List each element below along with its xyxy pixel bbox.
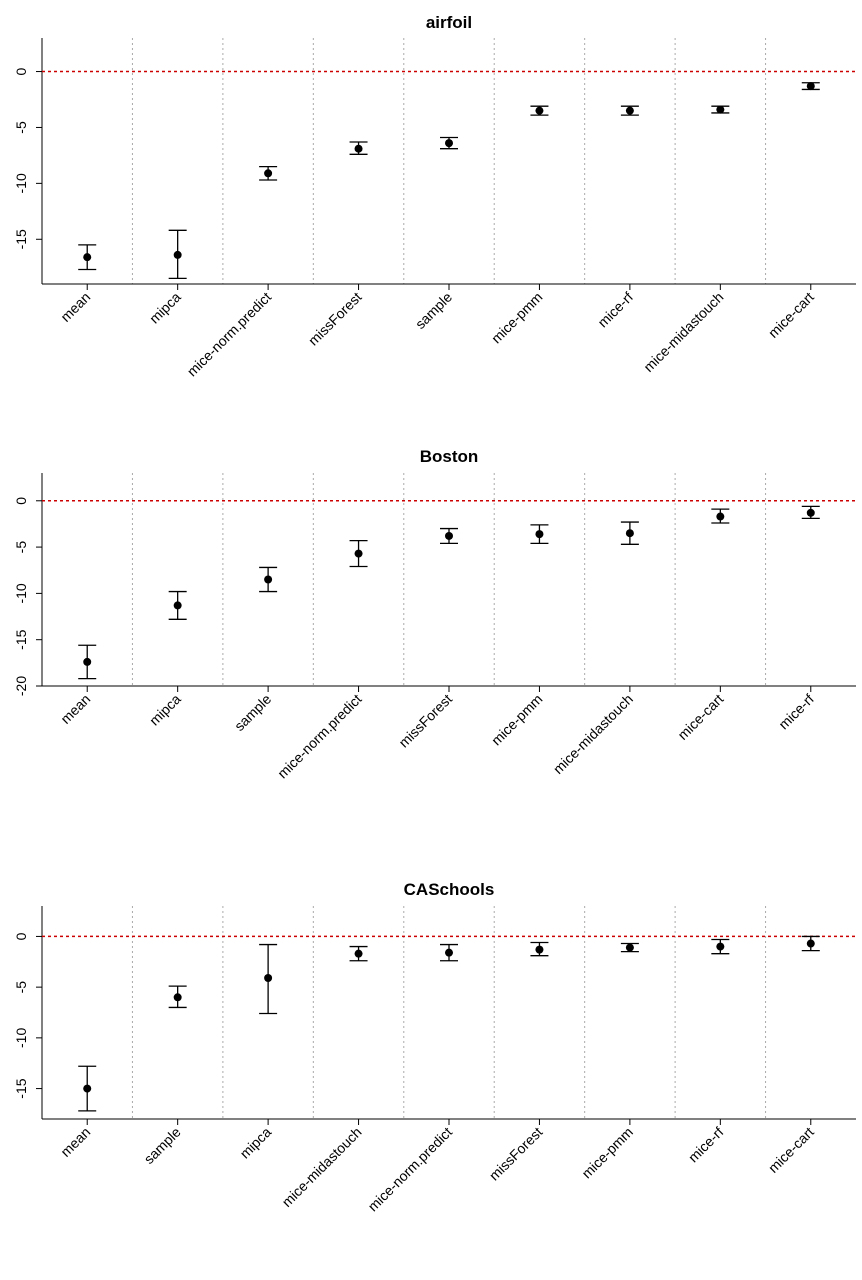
- y-tick-label: -10: [13, 173, 29, 193]
- data-point: [354, 549, 363, 558]
- data-point: [83, 657, 92, 666]
- y-tick-label: 0: [13, 67, 29, 75]
- data-point: [716, 942, 725, 951]
- data-point: [535, 530, 544, 539]
- data-point: [806, 82, 815, 91]
- data-point: [173, 993, 182, 1002]
- y-tick-label: 0: [13, 497, 29, 505]
- data-point: [535, 945, 544, 954]
- chart-title: airfoil: [426, 13, 472, 32]
- data-point: [806, 508, 815, 517]
- x-tick-label: missForest: [395, 691, 455, 751]
- y-tick-label: -15: [13, 229, 29, 249]
- y-tick-label: -10: [13, 1028, 29, 1048]
- x-tick-label: mice-rf: [775, 691, 817, 733]
- x-tick-label: missForest: [305, 289, 365, 349]
- x-tick-label: sample: [231, 691, 274, 734]
- x-tick-label: mice-pmm: [488, 691, 546, 749]
- data-point: [264, 974, 273, 983]
- data-point: [716, 105, 725, 114]
- x-tick-label: mipca: [146, 691, 184, 729]
- data-point: [625, 529, 634, 538]
- data-point: [354, 144, 363, 153]
- x-tick-label: mice-cart: [674, 691, 726, 743]
- data-point: [83, 1084, 92, 1093]
- x-tick-label: mice-pmm: [578, 1124, 636, 1182]
- data-point: [806, 939, 815, 948]
- x-tick-label: mice-rf: [594, 289, 636, 331]
- x-tick-label: mice-midastouch: [640, 289, 726, 375]
- x-tick-label: mice-cart: [765, 1124, 817, 1176]
- x-tick-label: mean: [57, 289, 93, 325]
- x-tick-label: mice-norm.predict: [184, 289, 275, 380]
- x-tick-label: missForest: [486, 1124, 546, 1184]
- data-point: [264, 575, 273, 584]
- data-point: [264, 169, 273, 178]
- chart-title: CASchools: [404, 880, 495, 899]
- data-point: [535, 106, 544, 115]
- y-tick-label: -15: [13, 1078, 29, 1098]
- x-tick-label: mean: [57, 1124, 93, 1160]
- x-tick-label: sample: [141, 1124, 184, 1167]
- data-point: [625, 943, 634, 952]
- y-tick-label: -5: [13, 981, 29, 994]
- x-tick-label: mice-norm.predict: [274, 691, 365, 782]
- x-tick-label: sample: [412, 289, 455, 332]
- data-point: [445, 531, 453, 540]
- y-tick-label: -20: [13, 676, 29, 696]
- x-tick-label: mipca: [146, 289, 184, 327]
- data-point: [445, 139, 453, 148]
- x-tick-label: mice-midastouch: [279, 1124, 365, 1210]
- x-tick-label: mice-norm.predict: [365, 1124, 456, 1215]
- chart-panel-2: CASchools 0 -5 -10 -15 mean sample mipca mice-mi…: [13, 880, 856, 1214]
- x-tick-label: mice-pmm: [488, 289, 546, 347]
- chart-panel-1: Boston 0 -5 -10 -15 -20 mean mipca sample mice-no…: [13, 447, 856, 781]
- data-point: [173, 250, 182, 259]
- data-point: [83, 253, 92, 262]
- data-point: [445, 948, 453, 957]
- data-point: [354, 949, 363, 958]
- data-point: [716, 512, 725, 521]
- x-tick-label: mipca: [237, 1124, 275, 1162]
- y-tick-label: -15: [13, 629, 29, 649]
- x-tick-label: mean: [57, 691, 93, 727]
- y-tick-label: -5: [13, 121, 29, 134]
- x-tick-label: mice-midastouch: [550, 691, 636, 777]
- chart-panel-0: airfoil 0 -5 -10 -15 mean mipca mice-norm.predi…: [13, 13, 856, 379]
- data-point: [625, 106, 634, 115]
- y-tick-label: -10: [13, 583, 29, 603]
- chart-title: Boston: [420, 447, 479, 466]
- y-tick-label: -5: [13, 541, 29, 554]
- data-point: [173, 601, 182, 610]
- x-tick-label: mice-rf: [685, 1124, 727, 1166]
- y-tick-label: 0: [13, 932, 29, 940]
- x-tick-label: mice-cart: [765, 289, 817, 341]
